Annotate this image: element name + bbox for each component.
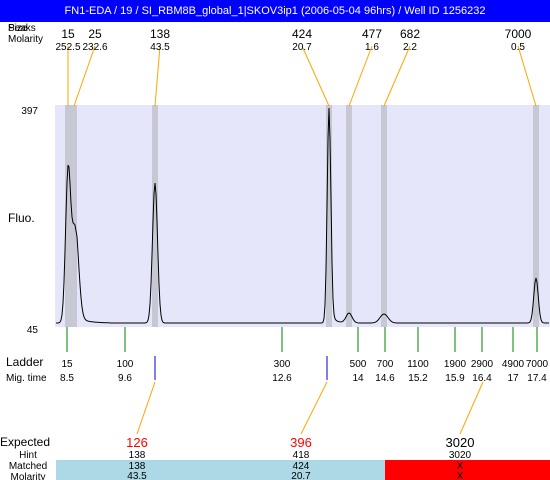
- ladder-time-label: 16.4: [472, 373, 492, 384]
- matched-value: X: [457, 461, 464, 472]
- y-axis-min-label: 45: [27, 325, 39, 336]
- expected-value: 126: [126, 435, 148, 450]
- expected-leader-line: [136, 381, 156, 435]
- peak-leader-line: [517, 45, 537, 107]
- ladder-size-label: 4900: [502, 359, 525, 370]
- peak-leader-line: [348, 45, 373, 107]
- expected-leader-line: [459, 381, 484, 435]
- peak-size-value: 477: [362, 27, 382, 41]
- peak-molarity-value: 232.6: [82, 42, 107, 53]
- peak-leader-line: [154, 45, 161, 107]
- ladder-time-label: 8.5: [60, 373, 74, 384]
- matched-cell: [385, 460, 550, 480]
- peak-molarity-value: 0.5: [511, 42, 525, 53]
- matched-cell: [56, 460, 220, 480]
- ladder-size-label: 7000: [526, 359, 549, 370]
- hint-value: 138: [129, 450, 146, 461]
- ladder-time-label: 17.4: [527, 373, 547, 384]
- peak-band: [71, 105, 77, 327]
- peak-size-value: 424: [292, 27, 312, 41]
- ladder-size-label: 100: [117, 359, 134, 370]
- expected-value: 396: [290, 435, 312, 450]
- ladder-time-label: 14.6: [375, 373, 395, 384]
- matched-value: 138: [129, 461, 146, 472]
- hint-value: 418: [293, 450, 310, 461]
- ladder-time-label: 9.6: [118, 373, 132, 384]
- expected-value: 3020: [446, 435, 475, 450]
- peak-molarity-value: 2.2: [403, 42, 417, 53]
- peak-band: [346, 105, 352, 327]
- hint-value: 3020: [449, 450, 472, 461]
- ladder-size-label: 2900: [471, 359, 494, 370]
- matched-value: 424: [293, 461, 310, 472]
- ladder-size-label: 700: [377, 359, 394, 370]
- matched-cell: [220, 460, 385, 480]
- y-axis-max-label: 397: [21, 106, 38, 117]
- peak-size-value: 25: [88, 27, 102, 41]
- ladder-size-label: 1100: [407, 359, 429, 370]
- ladder-time-label: 14: [352, 373, 364, 384]
- peak-band: [65, 105, 71, 327]
- peak-band: [381, 105, 387, 327]
- ladder-time-label: 15.2: [408, 373, 428, 384]
- peak-molarity-value: 43.5: [150, 42, 170, 53]
- peak-size-value: 15: [61, 27, 75, 41]
- peak-size-value: 7000: [505, 27, 532, 41]
- molarity-bottom-label: Molarity: [10, 472, 45, 480]
- matched-label: Matched: [9, 461, 47, 472]
- peak-molarity-value: 252.5: [55, 42, 80, 53]
- peak-band: [152, 105, 158, 327]
- peak-molarity-value: 1.6: [365, 42, 379, 53]
- peak-size-value: 138: [150, 27, 170, 41]
- hint-label: Hint: [19, 450, 37, 461]
- peak-band: [533, 105, 539, 327]
- ladder-size-label: 1900: [444, 359, 467, 370]
- peak-band: [326, 105, 332, 327]
- plot-area: [55, 105, 550, 327]
- expected-leader-line: [300, 381, 328, 435]
- ladder-size-label: 500: [350, 359, 367, 370]
- peak-leader-line: [73, 45, 96, 107]
- window-title: FN1-EDA / 19 / SI_RBM8B_global_1|SKOV3ip…: [0, 0, 550, 22]
- size-label: Size: [8, 23, 28, 34]
- ladder-time-label: 15.9: [445, 373, 465, 384]
- peak-molarity-value: 20.7: [292, 42, 312, 53]
- y-axis-title: Fluo.: [8, 211, 35, 225]
- fluorescence-trace: [56, 107, 549, 324]
- matched-molarity-value: 43.5: [127, 471, 147, 480]
- peak-leader-line: [383, 45, 411, 107]
- matched-molarity-value: 20.7: [291, 471, 311, 480]
- ladder-label: Ladder: [6, 355, 43, 369]
- expected-label: Expected: [0, 435, 50, 449]
- peaks-size-label: Peaks: [8, 23, 36, 34]
- peak-leader-line: [301, 45, 330, 107]
- ladder-size-label: 300: [274, 359, 291, 370]
- molarity-label: Molarity: [8, 34, 43, 45]
- mig-time-label: Mig. time: [6, 373, 47, 384]
- ladder-time-label: 17: [507, 373, 519, 384]
- ladder-time-label: 12.6: [272, 373, 292, 384]
- matched-molarity-value: X: [457, 471, 464, 480]
- peak-size-value: 682: [400, 27, 420, 41]
- ladder-size-label: 15: [61, 359, 73, 370]
